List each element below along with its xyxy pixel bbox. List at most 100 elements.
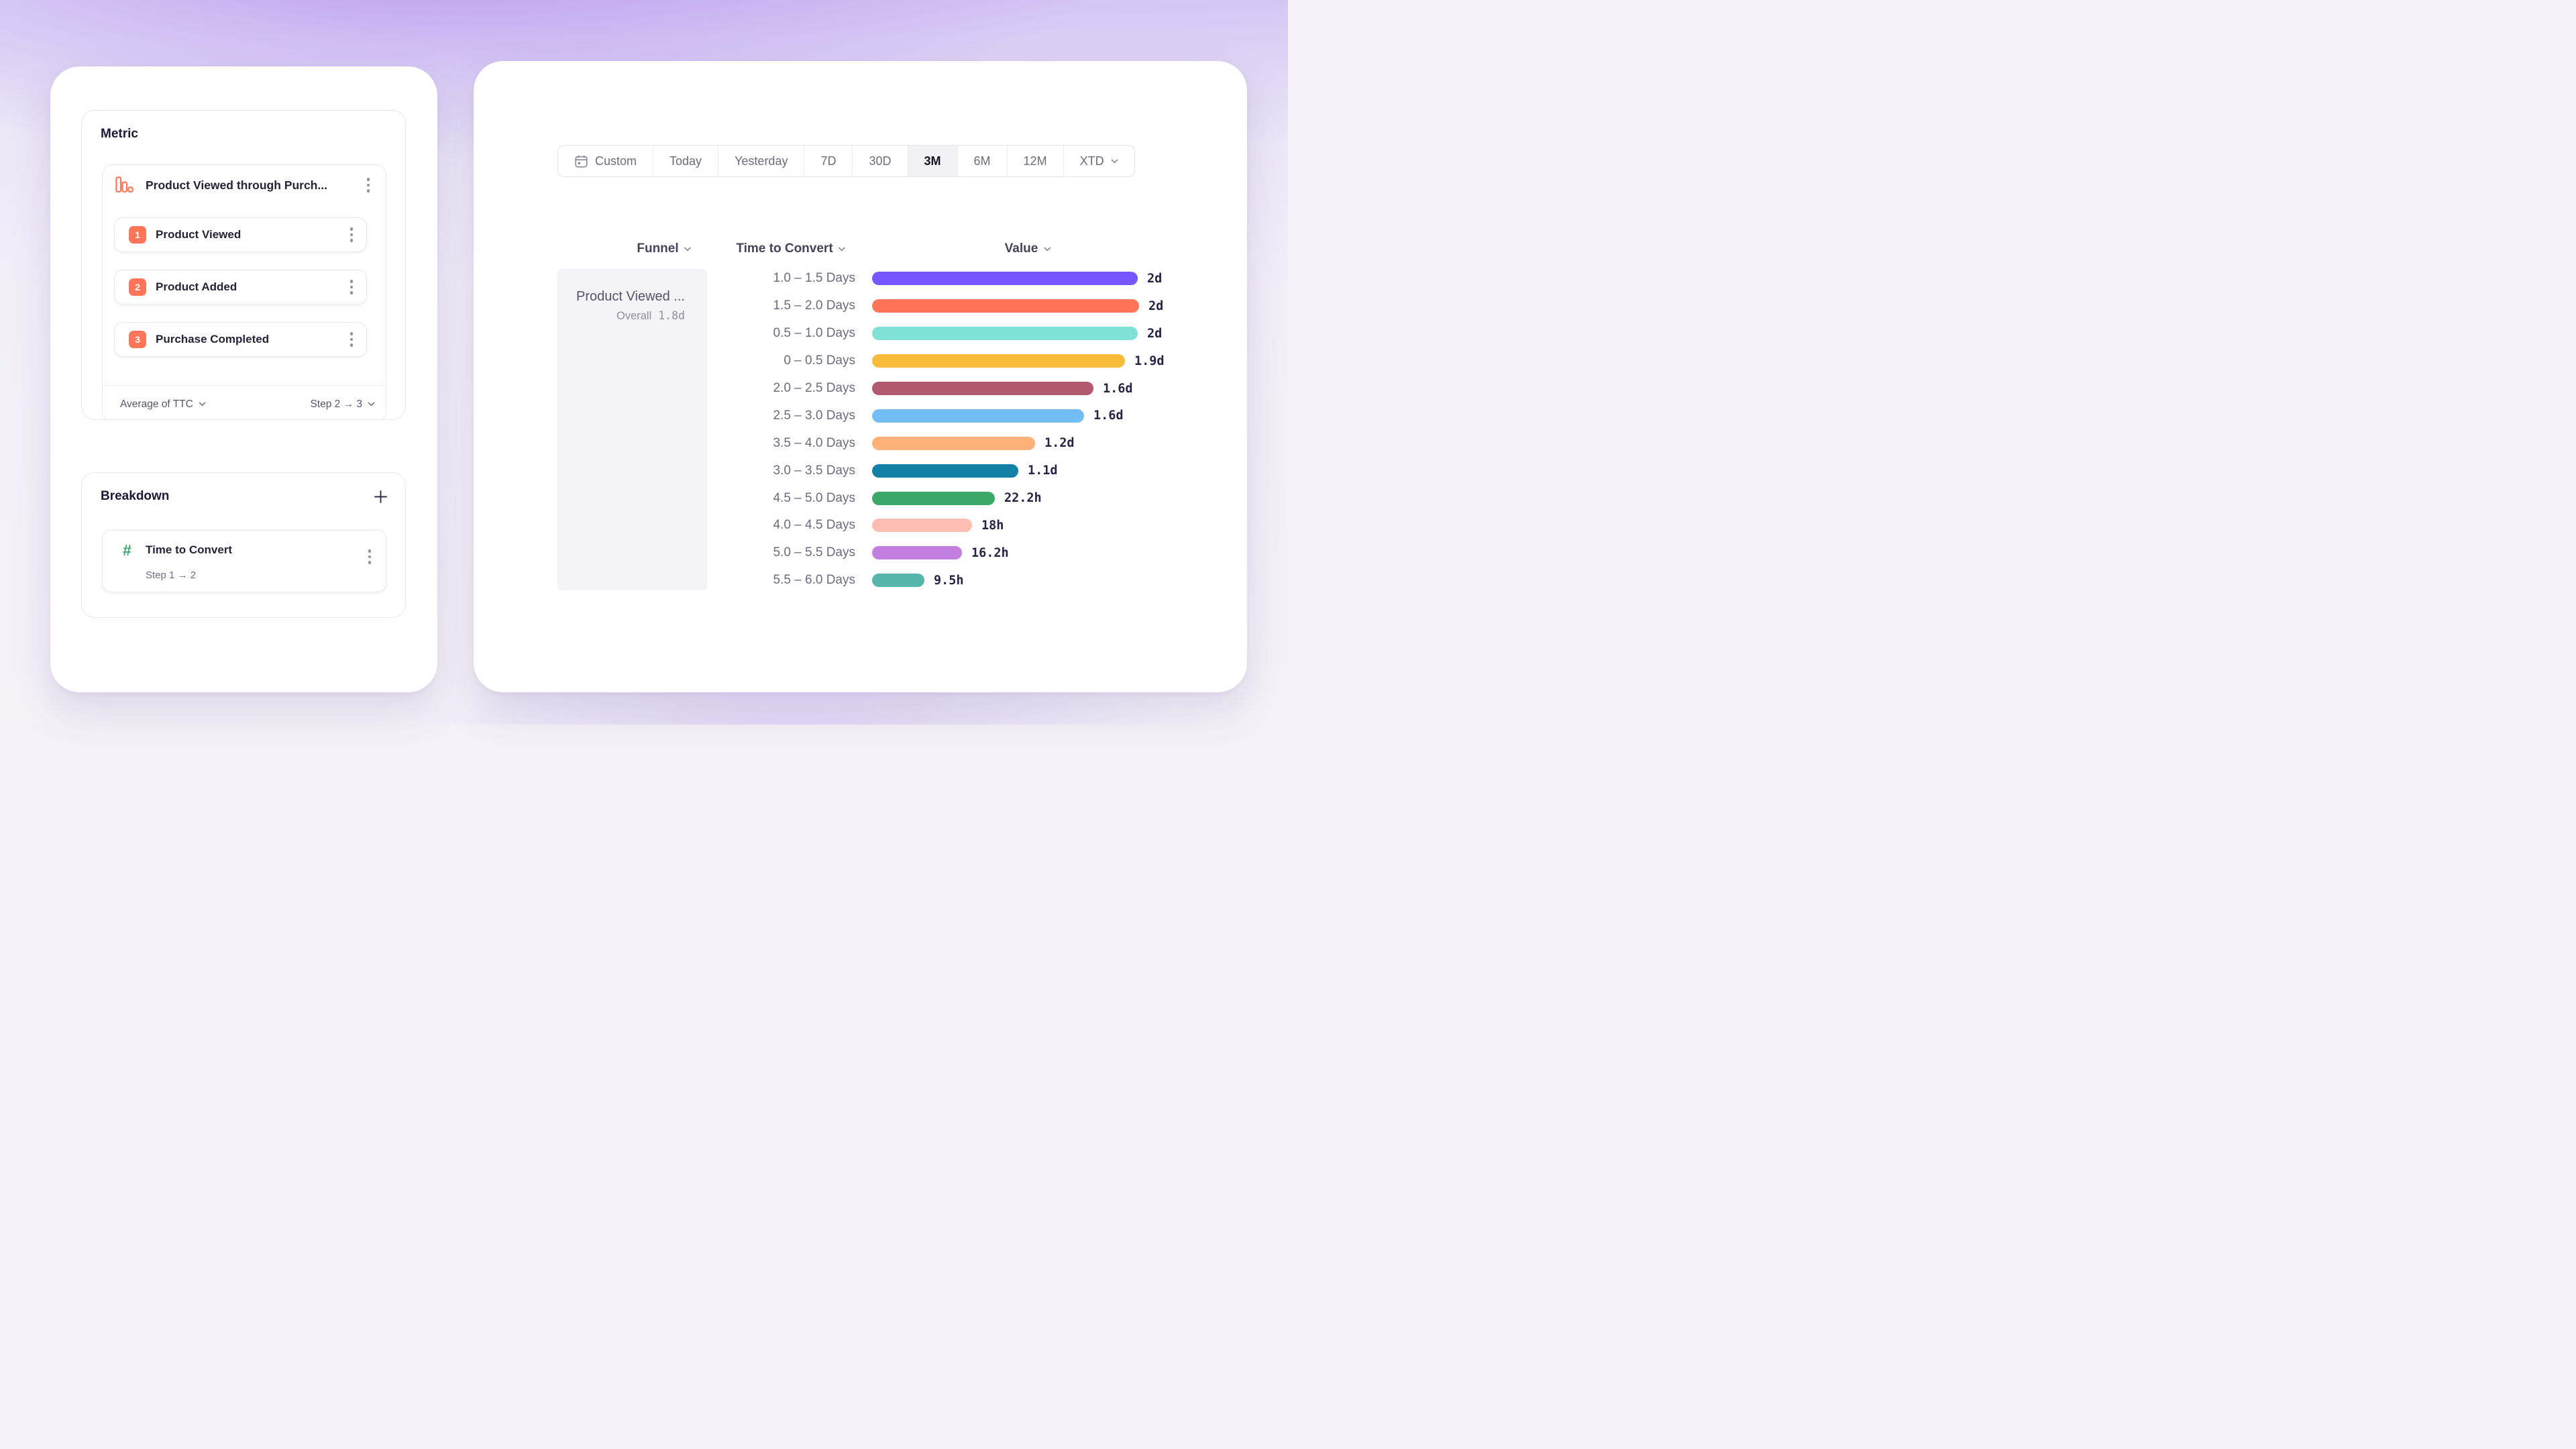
funnel-footer: Average of TTC Step 2 → 3 [103,385,386,419]
value-label: 16.2h [971,545,1009,560]
chart-row: 2.5 – 3.0 Days 1.6d [474,402,1247,429]
kebab-menu-icon[interactable] [364,175,373,195]
bucket-label: 5.5 – 6.0 Days [773,573,855,588]
bucket-label: 0.5 – 1.0 Days [773,326,855,341]
date-range-30d[interactable]: 30D [853,146,908,176]
chart-row: 5.5 – 6.0 Days 9.5h [474,567,1247,594]
step-number-badge: 2 [129,278,146,296]
date-range-label: 12M [1023,154,1047,168]
funnel-step-3[interactable]: 3 Purchase Completed [114,322,367,357]
ttc-bar-chart: 1.0 – 1.5 Days 2d 1.5 – 2.0 Days 2d 0.5 – 1.… [474,265,1247,594]
chart-row: 2.0 – 2.5 Days 1.6d [474,375,1247,402]
value-bar[interactable] [872,436,1035,450]
value-bar[interactable] [872,327,1138,341]
date-range-3m[interactable]: 3M [908,146,958,176]
kebab-menu-icon[interactable] [366,547,374,567]
chart-row: 3.5 – 4.0 Days 1.2d [474,429,1247,457]
breakdown-item-sublabel: Step 1 → 2 [146,570,197,581]
calendar-icon [575,155,588,168]
measurement-dropdown[interactable]: Average of TTC [120,398,206,411]
chart-row: 0 – 0.5 Days 1.9d [474,347,1247,375]
value-label: 1.6d [1103,381,1133,396]
kebab-menu-icon[interactable] [347,225,356,245]
value-bar[interactable] [872,574,924,588]
kebab-menu-icon[interactable] [347,329,356,350]
chevron-down-icon [1043,247,1051,251]
date-range-custom[interactable]: Custom [558,146,654,176]
value-label: 2d [1148,299,1164,313]
breakdown-header: Breakdown [82,473,405,520]
chart-row: 0.5 – 1.0 Days 2d [474,320,1247,347]
chevron-down-icon [368,402,375,407]
step-number-badge: 3 [129,331,146,348]
funnel-step-label: Product Viewed [156,228,241,241]
report-panel: Custom Today Yesterday 7D 30D 3M 6M 12M XTD Funn… [474,61,1247,692]
date-range-6m[interactable]: 6M [958,146,1008,176]
overall-value: 1.8d [658,309,685,322]
value-label: 1.9d [1134,354,1165,368]
date-range-12m[interactable]: 12M [1008,146,1064,176]
value-label: 1.6d [1093,409,1124,423]
chevron-down-icon [684,247,691,251]
time-to-convert-column-header[interactable]: Time to Convert [736,241,845,256]
chart-row: 5.0 – 5.5 Days 16.2h [474,539,1247,567]
value-label: 18h [981,518,1004,533]
chevron-down-icon [1111,159,1118,163]
bucket-label: 2.5 – 3.0 Days [773,408,855,423]
step-number-badge: 1 [129,226,146,244]
value-label: 2d [1147,271,1163,286]
step-range-dropdown[interactable]: Step 2 → 3 [310,398,375,411]
numeric-hash-icon: # [123,541,131,559]
date-range-label: 3M [924,154,941,168]
query-builder-panel: Metric Product Viewed through Purch... 1 [50,66,437,692]
funnel-step-1[interactable]: 1 Product Viewed [114,217,367,252]
date-range-label: 30D [869,154,892,168]
kebab-menu-icon[interactable] [347,277,356,297]
bucket-label: 4.0 – 4.5 Days [773,518,855,533]
value-bar[interactable] [872,546,962,560]
date-range-7d[interactable]: 7D [804,146,853,176]
chevron-down-icon [199,402,206,407]
date-range-today[interactable]: Today [653,146,719,176]
breakdown-section-title: Breakdown [101,489,170,503]
funnel-metric-card: Product Viewed through Purch... 1 Produc… [102,164,386,419]
date-range-label: 7D [820,154,837,168]
metric-section: Metric Product Viewed through Purch... 1 [81,110,406,420]
value-label: 2d [1147,326,1163,341]
funnel-step-label: Product Added [156,280,237,293]
value-bar[interactable] [872,519,972,533]
add-breakdown-button[interactable] [372,488,389,505]
bucket-label: 5.0 – 5.5 Days [773,545,855,560]
value-label: 1.1d [1028,464,1058,478]
funnel-overall: Overall 1.8d [616,309,685,322]
breakdown-item-label: Time to Convert [146,543,233,556]
value-bar[interactable] [872,299,1139,313]
date-range-label: 6M [973,154,991,168]
bucket-label: 0 – 0.5 Days [784,354,855,368]
value-bar[interactable] [872,464,1018,478]
value-bar[interactable] [872,382,1093,395]
date-range-xtd[interactable]: XTD [1064,146,1134,176]
chart-row: 1.0 – 1.5 Days 2d [474,265,1247,292]
funnel-metric-header[interactable]: Product Viewed through Purch... [103,165,386,205]
funnel-step-2[interactable]: 2 Product Added [114,270,367,305]
value-bar[interactable] [872,272,1138,286]
value-bar[interactable] [872,491,995,505]
date-range-yesterday[interactable]: Yesterday [718,146,805,176]
breakdown-item-time-to-convert[interactable]: # Time to Convert Step 1 → 2 [102,530,386,592]
value-bar[interactable] [872,409,1084,423]
value-column-header[interactable]: Value [1005,241,1051,256]
chevron-down-icon [839,247,845,251]
date-range-label: Yesterday [735,154,788,168]
metric-section-title: Metric [101,127,138,141]
date-range-label: Today [669,154,702,168]
funnel-column-header[interactable]: Funnel [637,241,691,256]
value-bar[interactable] [872,354,1125,368]
bucket-label: 1.5 – 2.0 Days [773,299,855,313]
chart-row: 3.0 – 3.5 Days 1.1d [474,457,1247,484]
date-range-label: XTD [1079,154,1104,168]
bucket-label: 3.0 – 3.5 Days [773,463,855,478]
app-background: Metric Product Viewed through Purch... 1 [0,0,1288,724]
funnel-row-header[interactable]: Product Viewed ... Overall 1.8d [557,269,707,590]
chart-row: 4.0 – 4.5 Days 18h [474,512,1247,539]
